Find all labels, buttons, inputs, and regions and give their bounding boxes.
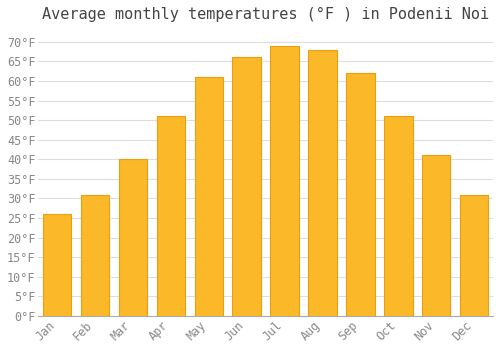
Title: Average monthly temperatures (°F ) in Podenii Noi: Average monthly temperatures (°F ) in Po…	[42, 7, 489, 22]
Bar	[43, 214, 72, 316]
Bar	[270, 46, 299, 316]
Bar	[81, 195, 110, 316]
Bar	[422, 155, 450, 316]
Bar	[232, 57, 261, 316]
Bar	[194, 77, 223, 316]
Bar	[384, 116, 412, 316]
Bar	[308, 50, 336, 316]
Bar	[156, 116, 185, 316]
Bar	[346, 73, 374, 316]
Bar	[119, 159, 147, 316]
Bar	[460, 195, 488, 316]
